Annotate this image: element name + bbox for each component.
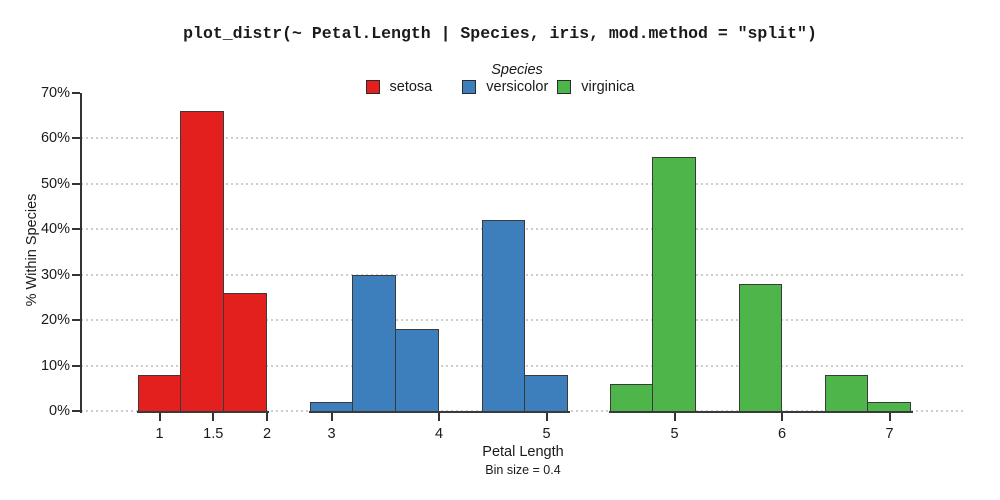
baseline-setosa bbox=[136, 411, 269, 413]
bar-setosa-1.2 bbox=[179, 111, 224, 412]
legend-item-virginica: virginica bbox=[557, 79, 634, 95]
y-tick-0 bbox=[72, 410, 80, 412]
legend-label-virginica: virginica bbox=[581, 79, 635, 95]
x-tick-label-setosa-2: 2 bbox=[262, 426, 272, 442]
y-tick-70 bbox=[72, 91, 80, 94]
y-tick-label-70: 70% bbox=[40, 84, 70, 101]
legend-swatch-versicolor-icon bbox=[462, 80, 477, 94]
x-tick-virginica-7 bbox=[888, 413, 891, 421]
y-tick-10 bbox=[72, 364, 80, 367]
y-axis-line bbox=[80, 92, 82, 413]
y-tick-20 bbox=[72, 319, 80, 322]
legend-item-versicolor: versicolor bbox=[462, 79, 548, 95]
x-tick-label-versicolor-3: 3 bbox=[327, 426, 336, 442]
y-tick-label-0: 0% bbox=[49, 403, 70, 419]
x-tick-versicolor-4 bbox=[438, 413, 440, 421]
y-tick-label-60: 60% bbox=[40, 130, 70, 147]
baseline-virginica bbox=[608, 411, 913, 413]
x-tick-versicolor-3 bbox=[330, 413, 333, 421]
bar-virginica-5.6 bbox=[739, 283, 782, 412]
x-tick-label-setosa-1: 1 bbox=[155, 426, 164, 442]
legend-items: setosa versicolor virginica bbox=[0, 79, 1000, 95]
y-tick-label-30: 30% bbox=[40, 266, 70, 283]
bin-size-label: Bin size = 0.4 bbox=[485, 463, 561, 477]
y-tick-label-40: 40% bbox=[40, 221, 70, 238]
x-tick-label-virginica-7: 7 bbox=[885, 426, 894, 442]
x-tick-label-versicolor-5: 5 bbox=[542, 426, 551, 442]
x-tick-label-virginica-5: 5 bbox=[670, 426, 679, 442]
bar-setosa-1.6 bbox=[222, 292, 267, 412]
legend-swatch-virginica-icon bbox=[557, 80, 572, 94]
bar-setosa-0.8 bbox=[138, 374, 181, 412]
x-tick-setosa-2 bbox=[266, 413, 268, 421]
x-tick-setosa-1 bbox=[158, 413, 161, 421]
bar-virginica-4.8 bbox=[651, 156, 696, 412]
bar-virginica-4.4 bbox=[610, 383, 653, 412]
legend-label-setosa: setosa bbox=[389, 79, 433, 95]
x-tick-versicolor-5 bbox=[545, 413, 548, 421]
bar-virginica-6.4 bbox=[825, 374, 868, 412]
legend-swatch-setosa-icon bbox=[365, 80, 380, 94]
legend-label-versicolor: versicolor bbox=[486, 79, 549, 95]
x-tick-label-virginica-6: 6 bbox=[777, 426, 787, 442]
legend-title: Species bbox=[491, 62, 543, 78]
bar-versicolor-3.2 bbox=[351, 274, 396, 412]
legend-item-setosa: setosa bbox=[365, 79, 433, 95]
chart-title: plot_distr(~ Petal.Length | Species, iri… bbox=[183, 24, 817, 43]
x-tick-virginica-5 bbox=[673, 413, 676, 421]
bar-versicolor-4.8 bbox=[523, 374, 568, 412]
x-tick-label-versicolor-4: 4 bbox=[434, 426, 444, 442]
x-tick-setosa-1.5 bbox=[212, 413, 215, 421]
y-tick-label-20: 20% bbox=[40, 312, 70, 329]
x-axis-label: Petal Length bbox=[482, 444, 564, 460]
baseline-versicolor bbox=[308, 411, 570, 413]
gridline-60pct bbox=[81, 137, 963, 140]
y-tick-40 bbox=[72, 228, 80, 231]
gridline-50pct bbox=[81, 182, 963, 185]
bar-versicolor-3.6 bbox=[394, 329, 439, 412]
x-tick-label-setosa-1.5: 1.5 bbox=[203, 426, 224, 442]
bar-versicolor-4.4 bbox=[482, 220, 525, 412]
y-tick-label-50: 50% bbox=[40, 175, 70, 192]
x-tick-virginica-6 bbox=[781, 413, 783, 421]
y-tick-60 bbox=[72, 137, 80, 140]
y-tick-50 bbox=[72, 182, 80, 185]
y-tick-30 bbox=[72, 273, 80, 276]
y-tick-label-10: 10% bbox=[40, 357, 70, 374]
